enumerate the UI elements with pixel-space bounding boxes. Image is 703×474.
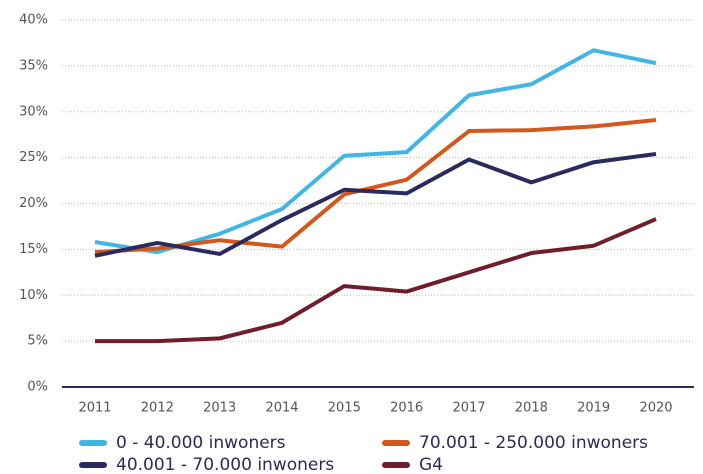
- x-tick-label: 2020: [639, 401, 672, 416]
- y-tick-label: 5%: [27, 334, 48, 349]
- x-tick-label: 2014: [265, 401, 298, 416]
- x-tick-label: 2012: [141, 401, 174, 416]
- y-tick-label: 10%: [19, 288, 48, 303]
- x-tick-label: 2013: [203, 401, 236, 416]
- legend-label: 70.001 - 250.000 inwoners: [419, 433, 648, 453]
- x-tick-label: 2015: [328, 401, 361, 416]
- legend-label: 0 - 40.000 inwoners: [116, 433, 286, 453]
- y-tick-label: 20%: [19, 196, 48, 211]
- x-tick-label: 2019: [577, 401, 610, 416]
- legend-label: 40.001 - 70.000 inwoners: [116, 455, 334, 474]
- y-tick-label: 35%: [19, 58, 48, 73]
- series-line: [94, 118, 657, 255]
- y-tick-label: 0%: [27, 380, 48, 395]
- x-tick-label: 2011: [78, 401, 111, 416]
- series-line: [94, 151, 657, 258]
- series-line: [94, 48, 657, 255]
- x-tick-label: 2017: [452, 401, 485, 416]
- y-tick-label: 40%: [19, 13, 48, 28]
- y-tick-label: 30%: [19, 104, 48, 119]
- y-tick-label: 25%: [19, 150, 48, 165]
- legend-label: G4: [419, 455, 443, 474]
- x-tick-label: 2018: [515, 401, 548, 416]
- y-tick-label: 15%: [19, 242, 48, 257]
- series-line: [95, 217, 657, 344]
- x-tick-label: 2016: [390, 401, 423, 416]
